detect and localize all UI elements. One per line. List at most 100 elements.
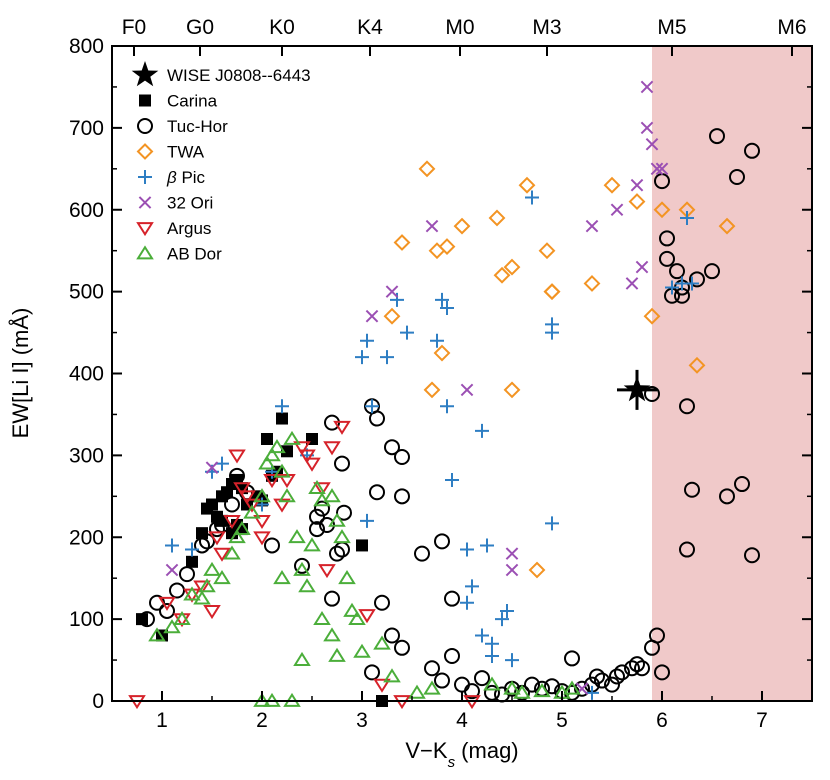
spectral-type-label: K0 [269, 16, 295, 39]
data-point [654, 664, 670, 681]
data-point [505, 653, 519, 668]
spectral-type-label: M3 [532, 16, 561, 39]
data-point [333, 529, 351, 544]
data-point [543, 283, 561, 301]
data-point [718, 217, 736, 235]
data-point [383, 307, 401, 325]
legend-entry: AB Dor [136, 245, 222, 264]
data-point [493, 266, 511, 284]
legend-entry: Carina [139, 92, 218, 111]
data-point [263, 447, 281, 462]
data-point [314, 500, 330, 517]
data-point [423, 381, 441, 399]
data-point [528, 561, 546, 579]
data-point [394, 449, 410, 466]
data-point [374, 594, 390, 611]
data-point [474, 670, 490, 687]
data-point [233, 482, 251, 497]
data-point [203, 561, 221, 576]
data-point [228, 529, 246, 544]
data-point [226, 527, 238, 540]
data-point [360, 513, 374, 528]
data-point [383, 668, 401, 683]
data-point [488, 209, 506, 227]
data-point [303, 537, 321, 552]
data-point [640, 80, 654, 94]
data-point [323, 488, 341, 503]
data-point [263, 474, 281, 489]
data-point [430, 333, 444, 348]
legend-marker [136, 143, 154, 160]
data-point [475, 628, 489, 643]
data-point [503, 258, 521, 276]
data-point [545, 325, 559, 340]
data-point [518, 176, 536, 194]
data-point [261, 433, 273, 445]
data-point [281, 445, 293, 458]
data-point [433, 344, 451, 362]
data-point [543, 283, 561, 301]
legend-label: WISE J0808--6443 [167, 66, 311, 85]
x-tick-label: 6 [656, 709, 668, 732]
legend-marker [139, 94, 151, 107]
data-point [480, 538, 494, 553]
data-point [223, 545, 241, 560]
data-point [186, 555, 198, 568]
data-point [685, 276, 699, 291]
data-point [628, 193, 646, 210]
data-point [139, 611, 155, 628]
data-point [650, 162, 664, 176]
data-point [294, 557, 310, 574]
y-tick-label: 700 [69, 117, 104, 140]
data-point [669, 263, 685, 280]
data-point [485, 648, 499, 663]
data-point [283, 430, 301, 445]
x-axis-title: V−Ks (mag) [405, 738, 518, 771]
data-point [485, 636, 499, 651]
data-point [165, 538, 179, 553]
data-point [665, 280, 679, 295]
data-point [373, 678, 391, 693]
data-point [679, 541, 695, 558]
data-point [408, 684, 426, 699]
data-point [589, 668, 605, 685]
data-point [243, 498, 261, 513]
data-point [206, 498, 218, 511]
data-point [729, 169, 745, 185]
data-point [253, 531, 271, 546]
data-point [293, 651, 311, 666]
x-tick-label: 5 [556, 709, 568, 732]
data-point [365, 399, 379, 414]
legend: WISE J0808--6443 Carina Tuc-Hor TWA β Pic 32 … [131, 61, 311, 264]
legend-entry: TWA [136, 143, 205, 162]
data-point [329, 545, 345, 562]
data-point [533, 682, 551, 698]
shaded-region [652, 46, 812, 701]
data-point [645, 137, 659, 151]
data-point [464, 683, 480, 700]
data-point [400, 325, 414, 340]
data-point [634, 660, 650, 677]
data-point [369, 410, 385, 427]
data-point [525, 190, 539, 205]
data-point [594, 672, 610, 689]
x-tick-label: 7 [756, 709, 768, 732]
data-point [484, 684, 500, 701]
x-tick-label: 3 [356, 709, 368, 732]
legend-label: Carina [167, 92, 218, 111]
data-point [394, 639, 410, 656]
data-point [659, 250, 675, 267]
data-point [255, 497, 269, 512]
data-point [393, 234, 411, 251]
series-ab-dor [148, 430, 581, 707]
data-point [198, 578, 216, 593]
data-point [704, 263, 720, 280]
data-point [385, 285, 399, 298]
data-point [333, 420, 351, 435]
data-point [273, 570, 291, 585]
spectral-type-label: K4 [357, 16, 383, 39]
data-point [356, 539, 368, 552]
data-point [709, 128, 725, 145]
data-point [640, 121, 654, 135]
data-point [355, 350, 369, 365]
